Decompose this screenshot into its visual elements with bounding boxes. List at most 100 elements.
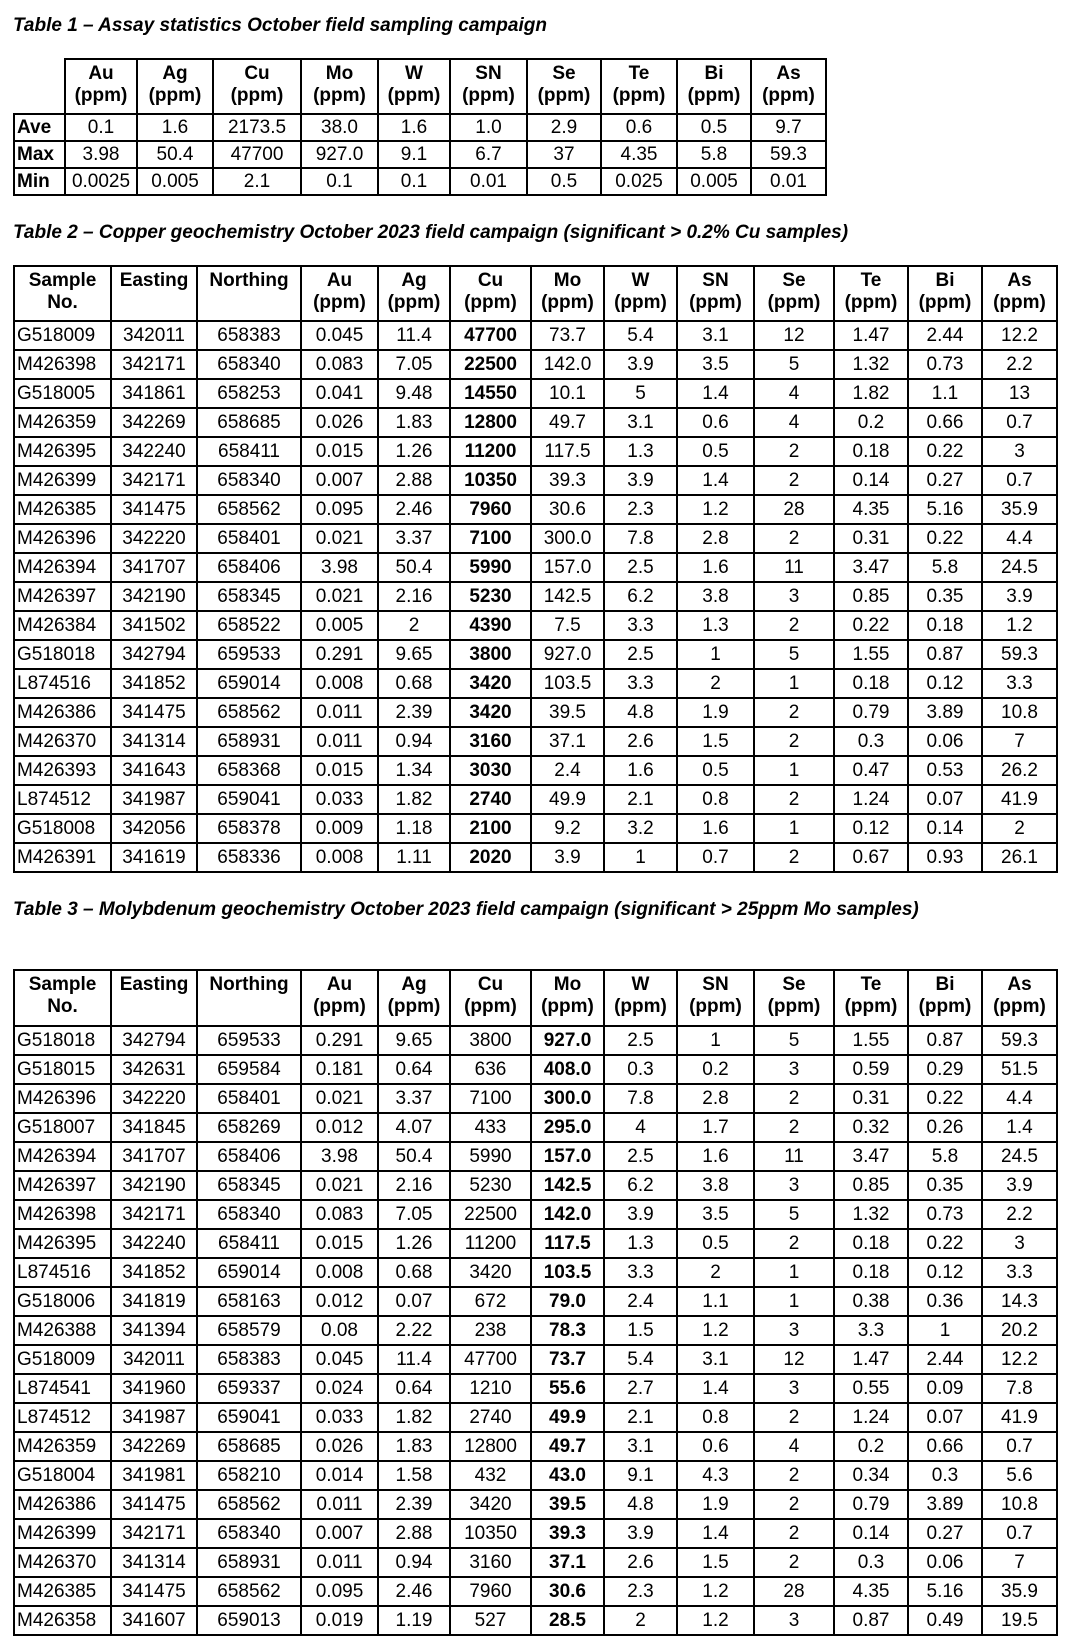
table-cell: 3.3 (603, 1257, 678, 1288)
column-header: Bi (ppm) (907, 265, 983, 322)
table-cell: 658562 (196, 1489, 302, 1520)
table-cell: 300.0 (530, 1083, 605, 1114)
table-cell: 3.89 (907, 697, 983, 728)
table-cell: 2.8 (676, 523, 755, 554)
table-cell: 658401 (196, 523, 302, 554)
table-cell: 0.011 (300, 1547, 379, 1578)
table-cell: 1 (753, 813, 835, 844)
table-cell: 342794 (110, 1025, 198, 1056)
table-cell: 658579 (196, 1315, 302, 1346)
table-cell: 0.68 (377, 668, 451, 699)
table-row: M426386 341475 658562 0.011 2.39 3420 39.5 4.8 1… (13, 697, 1058, 728)
table-cell: 341987 (110, 1402, 198, 1433)
table-cell: 78.3 (530, 1315, 605, 1346)
table-cell: 41.9 (981, 1402, 1058, 1433)
table-cell: 0.22 (907, 523, 983, 554)
column-header: Ag (ppm) (377, 969, 451, 1027)
table-row: G518018 342794 659533 0.291 9.65 3800 927.0 2.5… (13, 639, 1058, 670)
sample-id-cell: M426397 (13, 581, 112, 612)
table-cell: 658931 (196, 726, 302, 757)
table-cell: 2.2 (981, 1199, 1058, 1230)
table-cell: 103.5 (530, 1257, 605, 1288)
table-cell: 2.88 (377, 1518, 451, 1549)
table-cell: 50.4 (377, 1141, 451, 1172)
table-cell: 2 (753, 465, 835, 496)
column-header-name: Bi (704, 63, 724, 84)
table-cell: 5.8 (907, 552, 983, 583)
table-cell: 2.7 (603, 1373, 678, 1404)
table-row: G518006 341819 658163 0.012 0.07 672 79.0 2.4 1.… (13, 1286, 1058, 1317)
table-cell: 341987 (110, 784, 198, 815)
table-cell: 47700 (449, 1344, 532, 1375)
table-cell: 12 (753, 320, 835, 351)
table-cell: 0.083 (300, 1199, 379, 1230)
table-cell: 51.5 (981, 1054, 1058, 1085)
table-cell: 2 (753, 1112, 835, 1143)
table-cell: 20.2 (981, 1315, 1058, 1346)
table-cell: 1 (907, 1315, 983, 1346)
table-cell: 0.005 (676, 167, 752, 196)
table-cell: 2.16 (377, 581, 451, 612)
table-cell: 3420 (449, 1257, 532, 1288)
table-cell: 0.12 (833, 813, 909, 844)
table-cell: 47700 (212, 140, 302, 169)
table-cell: 2 (753, 1547, 835, 1578)
table-cell: 0.026 (300, 407, 379, 438)
table-cell: 0.008 (300, 842, 379, 873)
table-cell: 0.033 (300, 784, 379, 815)
molybdenum-geochemistry-table: Sample No. Easting Northing Au (ppm) Ag (ppm) Cu… (13, 969, 1058, 1636)
table-cell: 39.5 (530, 1489, 605, 1520)
table-cell: 49.7 (530, 407, 605, 438)
table-cell: 2.5 (603, 1025, 678, 1056)
table-cell: 0.01 (449, 167, 528, 196)
table-cell: 26.1 (981, 842, 1058, 873)
sample-id-cell: M426388 (13, 1315, 112, 1346)
table-cell: 1.19 (377, 1605, 451, 1636)
table-cell: 0.79 (833, 1489, 909, 1520)
table-cell: 0.34 (833, 1460, 909, 1491)
table-cell: 2 (753, 523, 835, 554)
table-cell: 1 (753, 668, 835, 699)
column-header-name: Northing (209, 974, 289, 995)
column-header-name: As (776, 63, 801, 84)
sample-id-cell: M426359 (13, 1431, 112, 1462)
table-cell: 0.14 (833, 465, 909, 496)
table-cell: 1.2 (676, 1315, 755, 1346)
table-cell: 658401 (196, 1083, 302, 1114)
table-cell: 0.3 (833, 726, 909, 757)
table-cell: 1.6 (136, 113, 214, 142)
table-cell: 1.4 (676, 465, 755, 496)
column-header-name: SN (702, 974, 729, 995)
table-cell: 3 (753, 1315, 835, 1346)
table-cell: 4.3 (676, 1460, 755, 1491)
column-header: Ag (ppm) (377, 265, 451, 322)
column-header-unit: (ppm) (313, 292, 366, 313)
table-row: M426395 342240 658411 0.015 1.26 11200 117.5 1.… (13, 436, 1058, 467)
table-cell: 0.22 (907, 1228, 983, 1259)
table-cell: 0.8 (676, 1402, 755, 1433)
sample-id-cell: G518005 (13, 378, 112, 409)
table-cell: 1.82 (377, 784, 451, 815)
sample-id-cell: G518009 (13, 320, 112, 351)
table-cell: 1.3 (603, 436, 678, 467)
table-cell: 157.0 (530, 1141, 605, 1172)
sample-id-cell: L874512 (13, 784, 112, 815)
table-cell: 3030 (449, 755, 532, 786)
table-cell: 12800 (449, 407, 532, 438)
table-cell: 0.181 (300, 1054, 379, 1085)
column-header: Ag (ppm) (136, 58, 214, 115)
column-header-unit: (ppm) (387, 85, 441, 106)
table-row: M426385 341475 658562 0.095 2.46 7960 30.6 2.3 1… (13, 494, 1058, 525)
header-row: Sample No. Easting Northing Au (ppm) Ag (ppm) Cu… (13, 265, 1058, 322)
table-cell: 3.37 (377, 523, 451, 554)
sample-id-cell: M426370 (13, 1547, 112, 1578)
table-cell: 3.37 (377, 1083, 451, 1114)
table-cell: 79.0 (530, 1286, 605, 1317)
table-cell: 342171 (110, 465, 198, 496)
table-cell: 3800 (449, 1025, 532, 1056)
table-cell: 0.3 (907, 1460, 983, 1491)
table-cell: 0.2 (833, 407, 909, 438)
table-cell: 658345 (196, 581, 302, 612)
column-header-unit: (ppm) (918, 996, 972, 1017)
column-header-unit: (ppm) (74, 85, 128, 106)
